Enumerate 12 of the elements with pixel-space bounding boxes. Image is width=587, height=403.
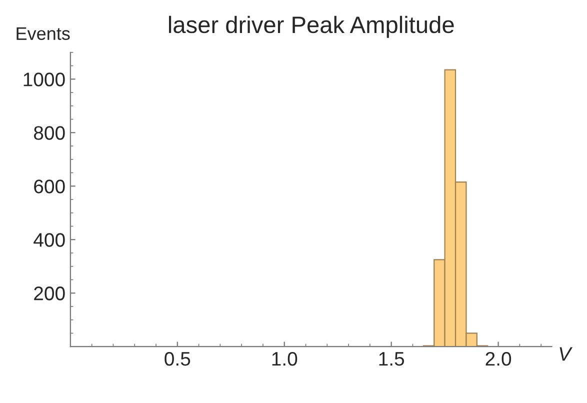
y-tick-label: 200 [34, 286, 65, 300]
y-axis-title: Events [16, 27, 70, 40]
y-tick-label: 1000 [24, 72, 65, 86]
x-tick-label: 1.0 [272, 352, 298, 366]
y-tick-label: 800 [34, 126, 65, 140]
x-tick-label: 0.5 [164, 352, 190, 366]
x-tick-label: 2.0 [486, 352, 512, 366]
chart-title: laser driver Peak Amplitude [169, 16, 454, 38]
x-tick-label: 1.5 [379, 352, 404, 366]
y-tick-label: 400 [34, 233, 65, 247]
y-tick-label: 600 [34, 180, 65, 194]
x-axis-title: V [560, 347, 573, 361]
